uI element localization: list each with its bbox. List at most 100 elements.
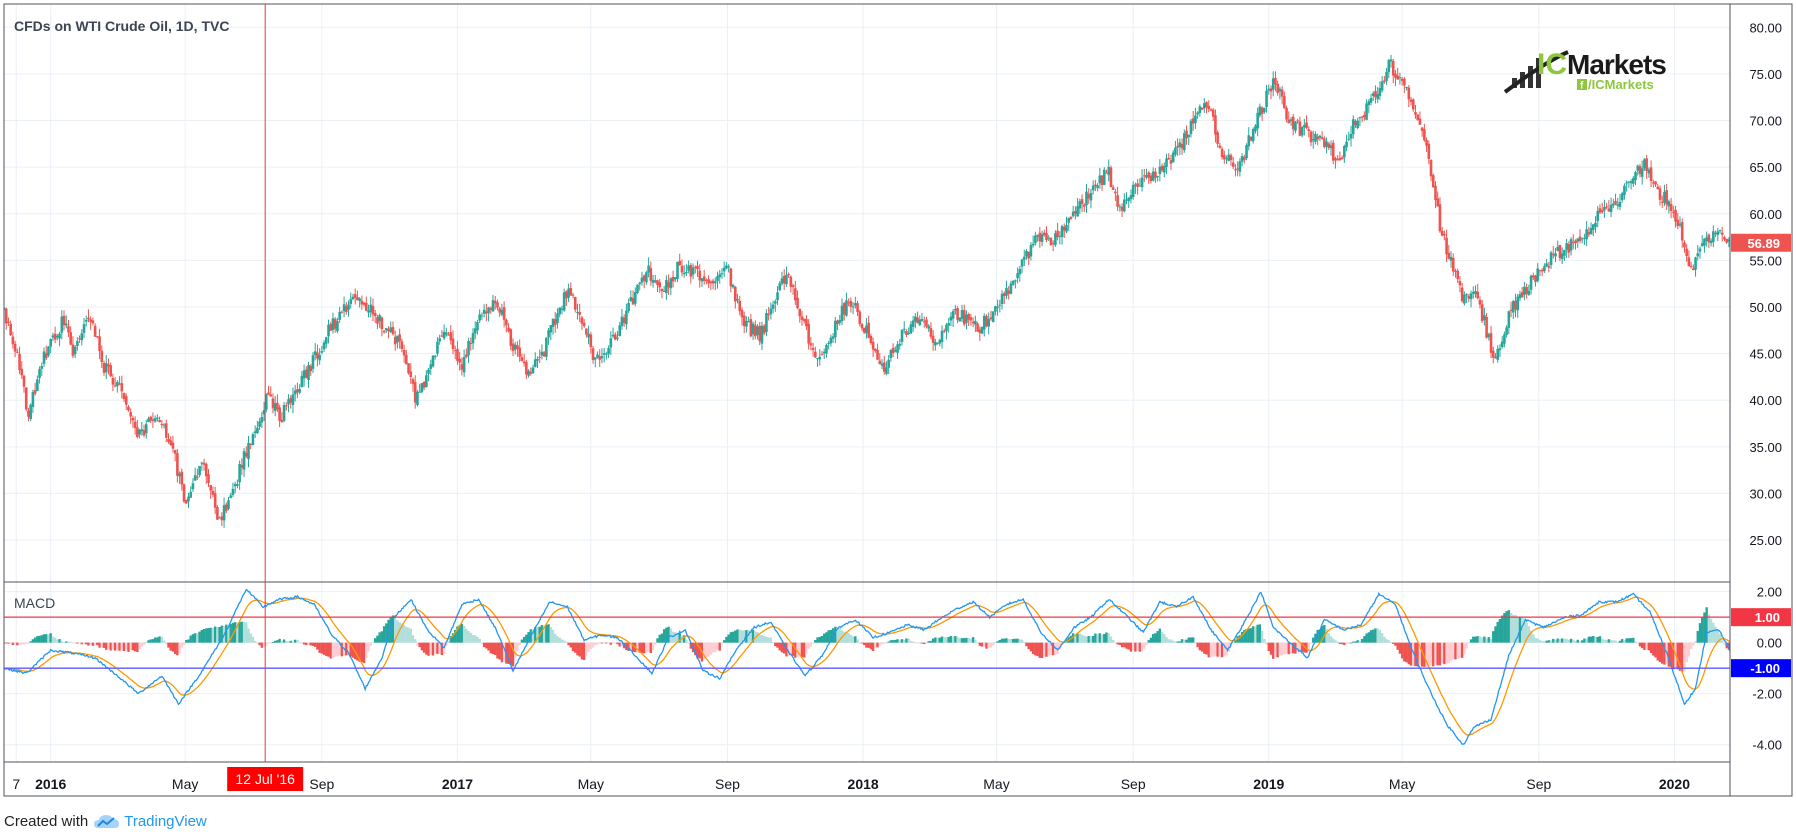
candle [1020, 258, 1024, 274]
macd-histogram-bar [696, 642, 699, 659]
candle [1287, 111, 1291, 124]
macd-histogram-bar [118, 642, 121, 651]
macd-histogram-bar [29, 641, 32, 643]
tradingview-link[interactable]: TradingView [124, 812, 207, 830]
macd-histogram-bar [1140, 642, 1144, 652]
macd-histogram-bar [13, 642, 17, 645]
candle [876, 343, 879, 360]
macd-level-label-bg [1731, 659, 1791, 678]
candle [220, 512, 224, 527]
candle [1629, 179, 1633, 190]
macd-histogram-bar [516, 642, 519, 652]
macd-histogram-bar [178, 642, 181, 654]
macd-histogram-bar [1223, 642, 1226, 656]
macd-histogram-bar [156, 637, 159, 643]
macd-histogram-bar [420, 642, 424, 651]
candle [998, 299, 1002, 313]
macd-histogram-bar [1285, 642, 1288, 654]
price-axis-tick: 50.00 [1749, 300, 1782, 315]
macd-histogram-bar [1174, 641, 1177, 643]
candle [696, 260, 699, 278]
macd-histogram-bar [1094, 633, 1097, 643]
candle [1269, 85, 1273, 100]
macd-histogram-bar [1258, 624, 1262, 643]
macd-histogram-bar [1632, 637, 1635, 643]
candle [1451, 253, 1455, 276]
macd-histogram-bar [307, 642, 310, 645]
macd-histogram-bar [1040, 642, 1044, 659]
candle [229, 492, 233, 499]
candle [1385, 67, 1388, 85]
macd-histogram-bar [469, 632, 472, 643]
candle [353, 288, 357, 305]
macd-histogram-bar [1574, 640, 1577, 643]
time-axis-tick: 2019 [1253, 776, 1284, 792]
candle [238, 460, 241, 490]
candle [1474, 285, 1477, 298]
macd-histogram-bar [1676, 642, 1679, 670]
macd-histogram-bar [449, 635, 452, 643]
candle [33, 382, 37, 396]
macd-histogram-bar [720, 642, 724, 645]
candle [1718, 229, 1722, 234]
macd-histogram-bar [682, 635, 686, 643]
candle [20, 361, 24, 379]
candle [1612, 198, 1615, 209]
candle [1400, 77, 1404, 86]
macd-histogram-bar [545, 624, 548, 643]
candle [1114, 188, 1117, 202]
macd-histogram-bar [654, 642, 657, 645]
macd-histogram-bar [1160, 632, 1164, 643]
candle [642, 274, 646, 289]
macd-histogram-bar [562, 640, 566, 643]
macd-title: MACD [14, 595, 55, 611]
macd-histogram-bar [138, 642, 141, 650]
candle [89, 316, 92, 330]
candle [1414, 104, 1417, 119]
candle [538, 349, 541, 364]
candle [1305, 115, 1308, 130]
macd-histogram-bar [578, 642, 581, 657]
macd-histogram-bar [1538, 639, 1542, 643]
candle [1116, 186, 1119, 212]
candle [1547, 261, 1551, 273]
macd-histogram-bar [378, 632, 381, 643]
candle [91, 317, 95, 326]
macd-histogram-bar [1267, 642, 1270, 651]
macd-histogram-bar [296, 639, 299, 643]
macd-histogram-bar [62, 642, 66, 643]
macd-histogram-bar [1343, 642, 1346, 646]
macd-histogram-bar [1463, 642, 1466, 655]
candle [1445, 229, 1448, 263]
candle [1098, 167, 1102, 189]
macd-histogram-bar [1043, 642, 1046, 657]
macd-histogram-bar [705, 642, 708, 658]
candle [498, 306, 501, 317]
candle [1142, 168, 1146, 182]
candle [345, 302, 348, 315]
macd-histogram-bar [600, 642, 604, 644]
macd-histogram-bar [556, 636, 559, 643]
candle [771, 300, 775, 314]
candle [391, 321, 395, 336]
candle [1658, 185, 1662, 206]
candle [482, 304, 486, 318]
macd-lines [4, 588, 1730, 746]
candle [1218, 142, 1222, 149]
macd-histogram-bar [1325, 628, 1328, 643]
macd-histogram-bar [880, 642, 884, 645]
macd-histogram-bar [645, 642, 648, 653]
macd-histogram-bar [125, 642, 128, 651]
macd-histogram-bar [245, 622, 248, 643]
candle [151, 412, 155, 429]
candle [176, 448, 179, 483]
macd-histogram-bar [25, 642, 28, 645]
macd-histogram-bar [1500, 615, 1504, 643]
candle [551, 318, 555, 335]
candle [1423, 123, 1426, 142]
candle [256, 420, 259, 435]
macd-histogram-bar [1214, 642, 1217, 657]
candle [1171, 149, 1175, 163]
macd-histogram-bar [1089, 636, 1093, 643]
macd-histogram-bar [676, 633, 679, 643]
